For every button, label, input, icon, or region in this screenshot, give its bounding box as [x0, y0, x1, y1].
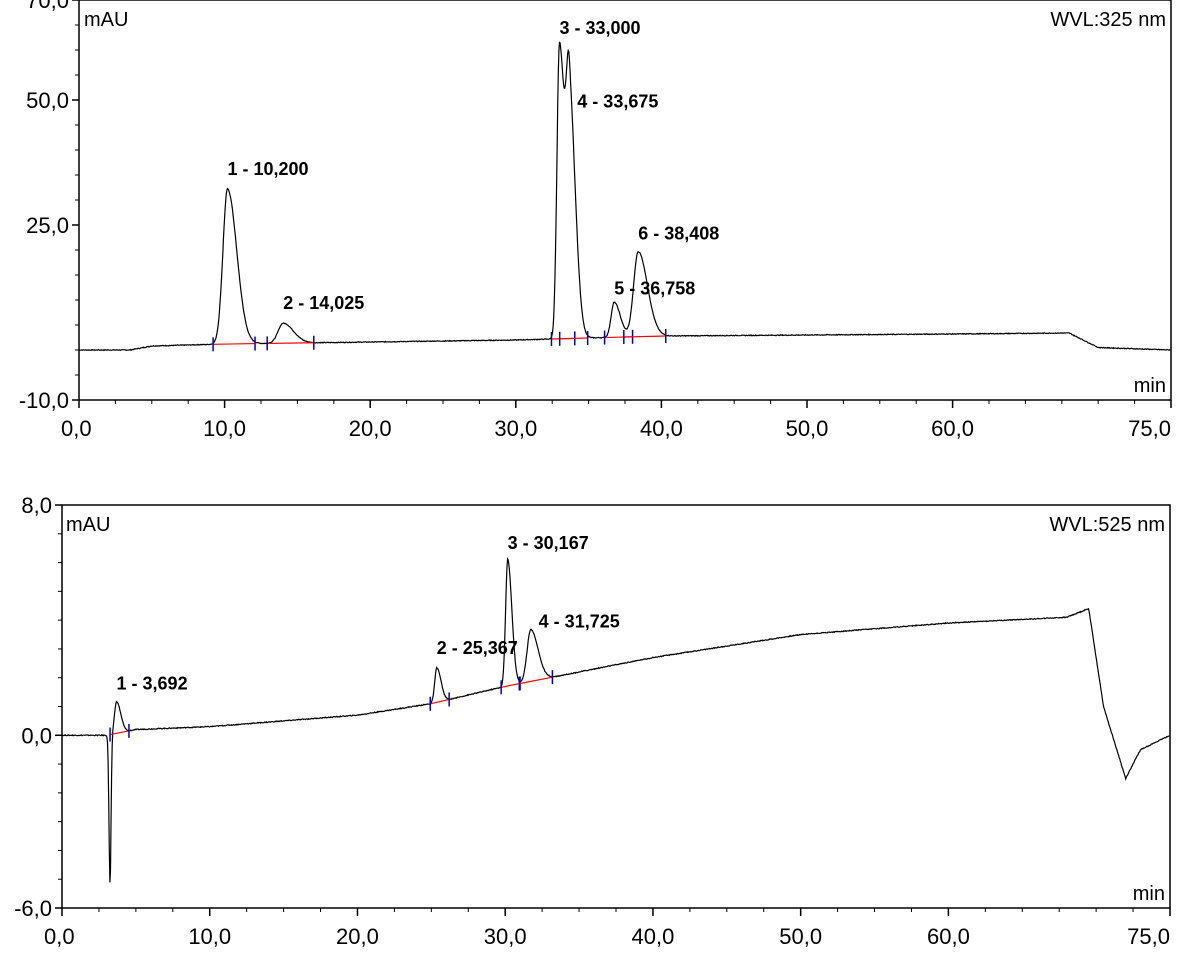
y-tick-label-top: 70,0 [26, 0, 69, 13]
x-tick-label-bottom: 60,0 [927, 924, 970, 949]
x-tick-label-top: 75,0 [1128, 416, 1171, 441]
integration-baseline-top [267, 342, 314, 345]
integration-baseline-bottom [519, 676, 553, 685]
trace-bottom [61, 557, 1170, 883]
integration-baseline-bottom [501, 682, 521, 688]
integration-baseline-bottom [430, 698, 450, 705]
chromatogram-line-bottom [61, 557, 1170, 883]
y-tick-label-bottom: 8,0 [21, 493, 52, 518]
trace-top [79, 41, 1171, 352]
chromatogram-line-top [79, 41, 1171, 352]
integration-baseline-top [213, 342, 256, 345]
peak-label-bottom: 4 - 31,725 [539, 612, 620, 632]
peak-labels-top: 1 - 10,200 2 - 14,025 3 - 33,000 4 - 33,675… [228, 18, 720, 313]
y-tick-label-top: -10,0 [19, 388, 69, 413]
peak-label-top: 3 - 33,000 [559, 18, 640, 38]
wavelength-label-bottom: WVL:525 nm [1049, 514, 1165, 536]
peak-labels-bottom: 1 - 3,692 2 - 25,367 3 - 30,167 4 - 31,725 [117, 533, 620, 693]
plot-area-bottom [61, 504, 1171, 909]
peak-label-top: 6 - 38,408 [638, 224, 719, 244]
x-tick-label-top: 10,0 [203, 416, 246, 441]
integration-baseline-top [559, 337, 588, 340]
x-tick-label-top: 20,0 [349, 416, 392, 441]
axes-top: 70,0 50,0 25,0 -10,0 0,0 10,0 20,0 30,0 40,0 50,0… [19, 0, 1172, 441]
x-tick-label-bottom: 40,0 [632, 924, 675, 949]
axes-bottom: 8,0 0,0 -6,0 0,0 10,0 20,0 30,0 40,0 50,0 60,0 75,… [14, 493, 1171, 949]
x-tick-label-bottom: 50,0 [779, 924, 822, 949]
y-unit-label-bottom: mAU [66, 514, 110, 536]
peak-label-bottom: 1 - 3,692 [117, 674, 188, 694]
x-tick-label-bottom: 20,0 [336, 924, 379, 949]
peak-label-top: 5 - 36,758 [614, 278, 695, 298]
peak-label-bottom: 3 - 30,167 [508, 533, 589, 553]
peak-label-top: 2 - 14,025 [283, 293, 364, 313]
peak-label-bottom: 2 - 25,367 [437, 638, 518, 658]
x-tick-label-top: 60,0 [931, 416, 974, 441]
y-unit-label-top: mAU [84, 9, 128, 31]
wavelength-label-top: WVL:325 nm [1050, 9, 1166, 31]
integration-baseline-bottom [109, 730, 130, 736]
plot-area-top [78, 0, 1172, 401]
x-tick-label-bottom: 30,0 [484, 924, 527, 949]
peak-label-top: 1 - 10,200 [228, 159, 309, 179]
x-tick-label-top: 0,0 [61, 416, 92, 441]
x-unit-label-top: min [1134, 375, 1166, 397]
integration-baseline-top [623, 335, 666, 338]
x-tick-label-top: 30,0 [494, 416, 537, 441]
chart-top: mAU WVL:325 nm min 70,0 50,0 25,0 -10,0 0,0 1… [19, 0, 1172, 441]
y-tick-label-bottom: 0,0 [21, 723, 52, 748]
x-tick-label-bottom: 0,0 [44, 924, 75, 949]
y-tick-label-bottom: -6,0 [14, 896, 52, 921]
x-tick-label-top: 40,0 [640, 416, 683, 441]
x-tick-label-bottom: 10,0 [188, 924, 231, 949]
y-tick-label-top: 50,0 [26, 88, 69, 113]
chart-bottom: mAU WVL:525 nm min 8,0 0,0 -6,0 0,0 10,0 20,0… [14, 493, 1171, 949]
x-unit-label-bottom: min [1133, 883, 1165, 905]
y-tick-label-top: 25,0 [26, 213, 69, 238]
x-tick-label-bottom: 75,0 [1127, 924, 1170, 949]
peak-label-top: 4 - 33,675 [577, 92, 658, 112]
x-tick-label-top: 50,0 [786, 416, 829, 441]
